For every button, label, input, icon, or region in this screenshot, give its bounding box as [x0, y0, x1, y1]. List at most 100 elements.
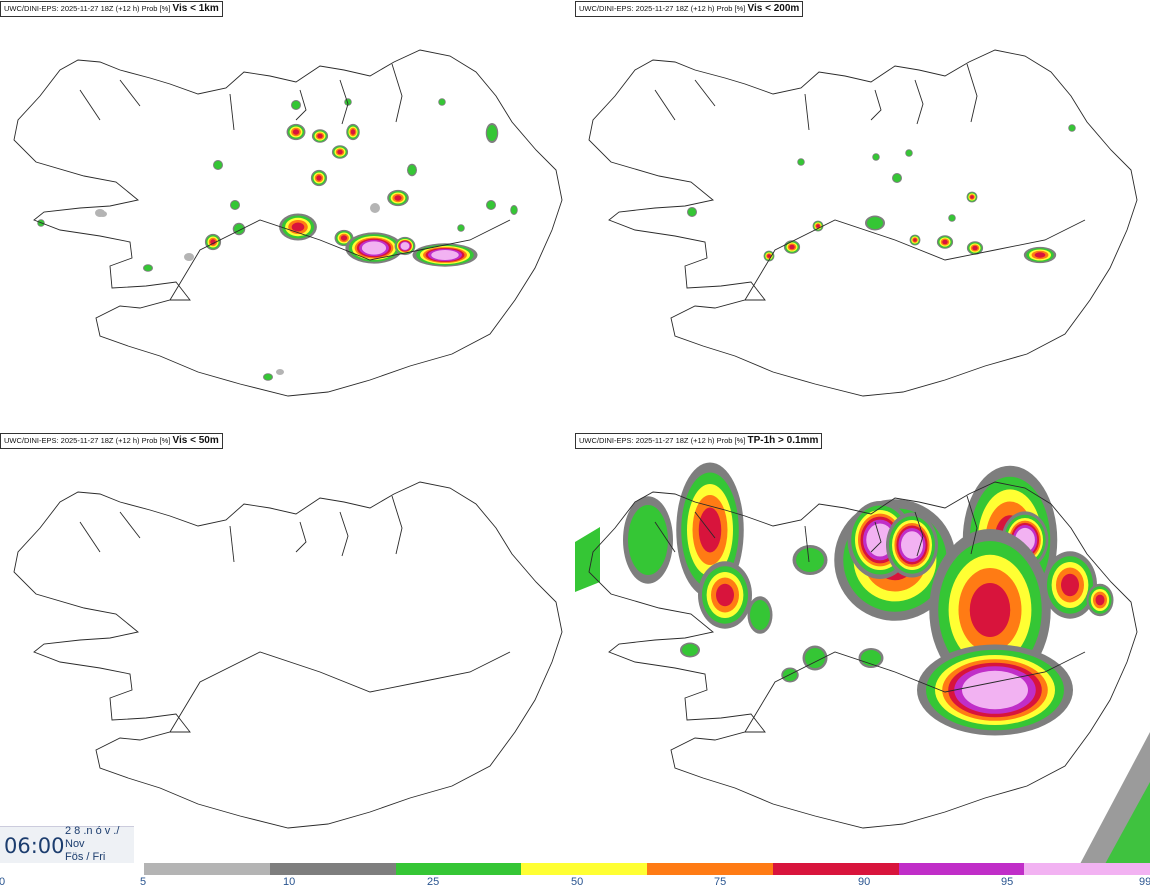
probability-contour — [1069, 125, 1075, 131]
probability-contour — [698, 507, 722, 553]
probability-contour — [906, 150, 912, 156]
probability-contour — [970, 195, 974, 199]
valid-time: 06:00 — [4, 834, 65, 858]
probability-contour — [231, 201, 239, 209]
probability-contour — [487, 201, 495, 209]
panel-title: UWC/DINI-EPS: 2025-11-27 18Z (+12 h) Pro… — [575, 1, 804, 17]
probability-field — [687, 124, 1076, 264]
probability-contour — [340, 235, 348, 241]
iceland-map — [588, 49, 1138, 397]
probability-contour — [716, 583, 734, 607]
probability-contour — [458, 225, 464, 231]
probability-contour — [789, 244, 795, 250]
probability-contour — [487, 125, 497, 141]
colorbar-tick-label: 75 — [714, 876, 727, 888]
colorbar-segment — [1024, 863, 1150, 875]
probability-contour — [511, 206, 517, 214]
probability-contour — [210, 239, 216, 245]
coastline — [588, 481, 1138, 829]
panel-title: UWC/DINI-EPS: 2025-11-27 18Z (+12 h) Pro… — [0, 1, 223, 17]
coastline — [13, 481, 563, 829]
date-month: Nov — [65, 838, 85, 850]
colorbar-tick-label: 10 — [283, 876, 296, 888]
map-panel-vis-200m: UWC/DINI-EPS: 2025-11-27 18Z (+12 h) Pro… — [575, 0, 1150, 432]
probability-contour — [969, 583, 1011, 637]
probability-contour — [370, 203, 380, 213]
iceland-map — [575, 462, 1150, 864]
probability-contour — [292, 129, 300, 135]
colorbar-tick-label: 99 — [1139, 876, 1150, 888]
colorbar-segment — [395, 863, 522, 875]
colorbar-segment — [269, 863, 396, 875]
date-weekday: Fös / Fri — [65, 851, 106, 863]
probability-contour — [361, 241, 387, 255]
probability-contour — [350, 129, 356, 135]
probability-contour — [805, 648, 825, 668]
probability-contour — [816, 224, 820, 228]
probability-contour — [873, 154, 879, 160]
probability-contour — [913, 238, 917, 242]
colorbar-tick-label: 25 — [427, 876, 440, 888]
probability-contour — [408, 165, 416, 175]
precip-edge — [575, 527, 600, 592]
colorbar-tick-label: 95 — [1001, 876, 1014, 888]
colorbar-segment — [898, 863, 1025, 875]
probability-contour — [184, 253, 194, 261]
probability-contour — [867, 217, 883, 229]
probability-contour — [276, 369, 284, 375]
probability-contour — [942, 239, 948, 245]
probability-contour — [394, 195, 402, 201]
probability-colorbar — [144, 863, 1150, 875]
probability-contour — [431, 250, 459, 260]
probability-contour — [767, 254, 771, 258]
probability-contour — [292, 101, 300, 109]
probability-contour — [1034, 252, 1046, 258]
probability-contour — [291, 222, 305, 232]
colorbar-segment — [521, 863, 647, 875]
iceland-map — [13, 49, 563, 397]
probability-contour — [1095, 594, 1105, 606]
colorbar-tick-label: 90 — [858, 876, 871, 888]
probability-contour — [214, 161, 222, 169]
panel-title: UWC/DINI-EPS: 2025-11-27 18Z (+12 h) Pro… — [575, 433, 823, 449]
probability-contour — [337, 149, 343, 155]
iceland-map — [13, 481, 563, 829]
probability-contour — [99, 211, 107, 217]
probability-contour — [796, 548, 824, 572]
colorbar-tick-label: 50 — [571, 876, 584, 888]
probability-contour — [317, 133, 323, 139]
probability-contour — [688, 208, 696, 216]
date-day: 2 8 .n ó v ./ — [65, 825, 120, 837]
colorbar-tick-label: 5 — [140, 876, 147, 888]
probability-contour — [962, 670, 1028, 710]
probability-field — [37, 98, 518, 381]
probability-contour — [949, 215, 955, 221]
coastline — [13, 49, 563, 397]
valid-time-box: 06:00 2 8 .n ó v ./ Nov Fös / Fri — [0, 825, 134, 864]
panel-title: UWC/DINI-EPS: 2025-11-27 18Z (+12 h) Pro… — [0, 433, 223, 449]
probability-contour — [750, 600, 770, 630]
probability-contour — [901, 531, 923, 559]
probability-field — [623, 462, 1114, 736]
colorbar-tick-label: 0 — [0, 876, 6, 888]
colorbar-segment — [772, 863, 899, 875]
probability-contour — [439, 99, 445, 105]
colorbar-segment — [144, 863, 270, 875]
probability-contour — [893, 174, 901, 182]
map-panel-precip: UWC/DINI-EPS: 2025-11-27 18Z (+12 h) Pro… — [575, 432, 1150, 864]
map-panel-vis-1km: UWC/DINI-EPS: 2025-11-27 18Z (+12 h) Pro… — [0, 0, 575, 432]
probability-contour — [972, 245, 978, 251]
probability-contour — [798, 159, 804, 165]
probability-contour — [1061, 573, 1079, 597]
valid-date: 2 8 .n ó v ./ Nov Fös / Fri — [65, 825, 119, 864]
precip-streak — [1105, 782, 1150, 864]
probability-contour — [628, 505, 668, 575]
probability-contour — [316, 175, 322, 181]
coastline — [588, 49, 1138, 397]
colorbar-segment — [647, 863, 773, 875]
map-panel-vis-50m: UWC/DINI-EPS: 2025-11-27 18Z (+12 h) Pro… — [0, 432, 575, 864]
probability-contour — [144, 265, 152, 271]
probability-contour — [682, 644, 698, 656]
probability-contour — [400, 242, 410, 250]
probability-contour — [264, 374, 272, 380]
